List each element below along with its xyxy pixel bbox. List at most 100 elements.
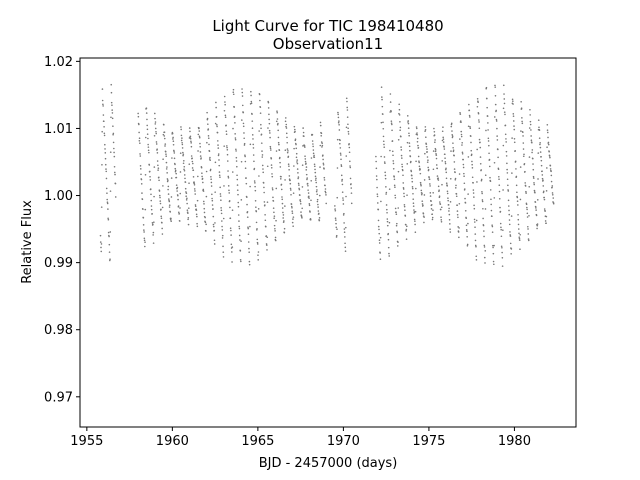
data-point	[458, 202, 461, 205]
data-point	[426, 151, 429, 153]
data-point	[231, 209, 234, 211]
data-point	[298, 184, 300, 186]
data-point	[289, 187, 292, 190]
data-point	[232, 91, 235, 94]
data-point	[198, 136, 201, 139]
data-point	[281, 202, 284, 205]
data-point	[248, 260, 251, 263]
data-point	[106, 192, 108, 194]
data-point	[142, 216, 145, 219]
data-point	[280, 183, 283, 186]
data-point	[153, 135, 156, 137]
data-point	[103, 134, 106, 137]
data-point	[168, 198, 170, 200]
data-point	[256, 243, 259, 245]
data-point	[430, 200, 432, 203]
data-point	[480, 178, 483, 181]
data-point	[441, 183, 443, 186]
data-point	[335, 234, 338, 237]
data-point	[475, 245, 477, 248]
data-point	[402, 187, 405, 189]
data-point	[394, 196, 397, 199]
data-point	[104, 148, 106, 150]
data-point	[239, 258, 242, 261]
data-point	[450, 150, 452, 152]
data-point	[384, 174, 387, 177]
data-point	[412, 192, 414, 195]
data-point	[289, 189, 292, 191]
data-point	[350, 202, 353, 205]
data-point	[159, 196, 161, 199]
data-point	[214, 161, 217, 164]
data-point	[224, 116, 227, 118]
data-point	[434, 139, 436, 141]
data-point	[103, 120, 105, 123]
data-point	[260, 142, 263, 144]
data-point	[192, 169, 195, 171]
x-axis-ticks: 1955 1960 1965 1970 1975 1980	[70, 427, 531, 449]
data-point	[378, 242, 381, 244]
data-point	[460, 130, 463, 133]
data-point	[550, 170, 552, 173]
data-point	[144, 241, 146, 243]
data-point	[349, 177, 352, 180]
data-point	[278, 149, 281, 152]
data-point	[198, 135, 201, 138]
data-point	[233, 115, 236, 118]
data-point	[167, 179, 169, 182]
data-point	[217, 144, 219, 146]
data-point	[384, 162, 386, 165]
data-point	[491, 225, 494, 228]
data-point	[229, 206, 231, 209]
data-point	[509, 235, 512, 237]
data-point	[529, 120, 532, 123]
data-point	[189, 135, 192, 138]
data-point	[512, 103, 514, 105]
data-point	[213, 243, 216, 245]
data-point	[202, 200, 205, 203]
data-point	[449, 223, 451, 225]
data-point	[457, 231, 460, 233]
data-point	[202, 190, 205, 192]
data-point	[145, 107, 148, 109]
data-point	[308, 203, 311, 205]
data-point	[454, 178, 457, 181]
data-point	[215, 115, 218, 118]
data-point	[391, 123, 393, 126]
data-point	[519, 248, 521, 251]
data-point	[443, 146, 445, 148]
data-point	[305, 162, 307, 165]
data-point	[212, 208, 214, 210]
data-point	[440, 216, 442, 218]
data-point	[411, 187, 414, 190]
data-point	[240, 199, 243, 201]
data-point	[209, 156, 211, 159]
data-point	[153, 166, 156, 168]
data-point	[403, 195, 405, 198]
data-point	[201, 175, 203, 178]
data-point	[377, 219, 380, 222]
data-point	[346, 100, 348, 103]
data-point	[238, 220, 240, 222]
data-point	[509, 234, 512, 236]
data-point	[344, 226, 347, 229]
data-point	[426, 148, 428, 150]
data-point	[270, 164, 273, 166]
data-point	[474, 233, 477, 235]
data-point	[324, 191, 327, 194]
data-point	[550, 180, 553, 183]
data-point	[293, 147, 295, 150]
data-point	[490, 203, 492, 206]
data-point	[254, 189, 257, 192]
data-point	[340, 165, 343, 168]
data-point	[535, 209, 537, 211]
data-point	[459, 111, 461, 114]
data-point	[376, 186, 378, 189]
data-point	[237, 214, 240, 216]
data-point	[324, 184, 326, 187]
data-point	[344, 250, 347, 252]
data-point	[99, 241, 102, 243]
data-point	[463, 182, 466, 185]
data-point	[262, 171, 265, 174]
data-point	[404, 215, 407, 217]
